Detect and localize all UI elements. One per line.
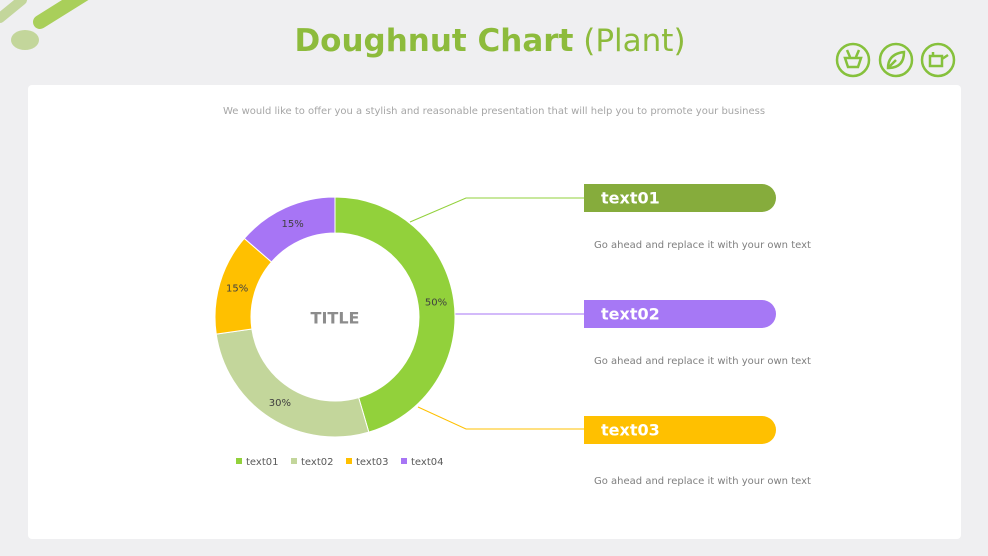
callouts: text01 Go ahead and replace it with your … <box>584 184 811 487</box>
callout-description: Go ahead and replace it with your own te… <box>594 240 811 251</box>
legend-label: text04 <box>411 457 443 468</box>
legend-label: text01 <box>246 457 278 468</box>
decoration <box>0 0 89 50</box>
callout-description: Go ahead and replace it with your own te… <box>594 356 811 367</box>
legend-marker <box>346 458 352 464</box>
card <box>28 85 961 539</box>
callout-bar <box>584 300 776 328</box>
legend-marker <box>236 458 242 464</box>
legend-label: text03 <box>356 457 388 468</box>
slice <box>334 196 456 433</box>
data-label: 30% <box>269 398 291 409</box>
title-sub: (Plant) <box>583 23 685 59</box>
slide-title: Doughnut Chart (Plant) <box>294 23 685 59</box>
center-label: TITLE <box>311 309 360 328</box>
callout-label: text03 <box>601 421 660 440</box>
data-label: 15% <box>282 219 304 230</box>
icons <box>835 42 956 78</box>
subtitle: We would like to offer you a stylish and… <box>223 106 765 117</box>
legend-marker <box>401 458 407 464</box>
legend-marker <box>291 458 297 464</box>
slice <box>243 196 336 263</box>
callout-bar <box>584 416 776 444</box>
doughnut-chart: 50% 30% 15% 15% TITLE text01 text02 text03 text0… <box>214 196 456 468</box>
callout-description: Go ahead and replace it with your own te… <box>594 476 811 487</box>
connectors <box>409 197 584 430</box>
legend-label: text02 <box>301 457 333 468</box>
callout-label: text02 <box>601 305 660 324</box>
callout-bar <box>584 184 776 212</box>
data-label: 15% <box>226 283 248 294</box>
title-main: Doughnut Chart <box>294 23 573 59</box>
data-label: 50% <box>425 297 447 308</box>
callout-label: text01 <box>601 189 660 208</box>
